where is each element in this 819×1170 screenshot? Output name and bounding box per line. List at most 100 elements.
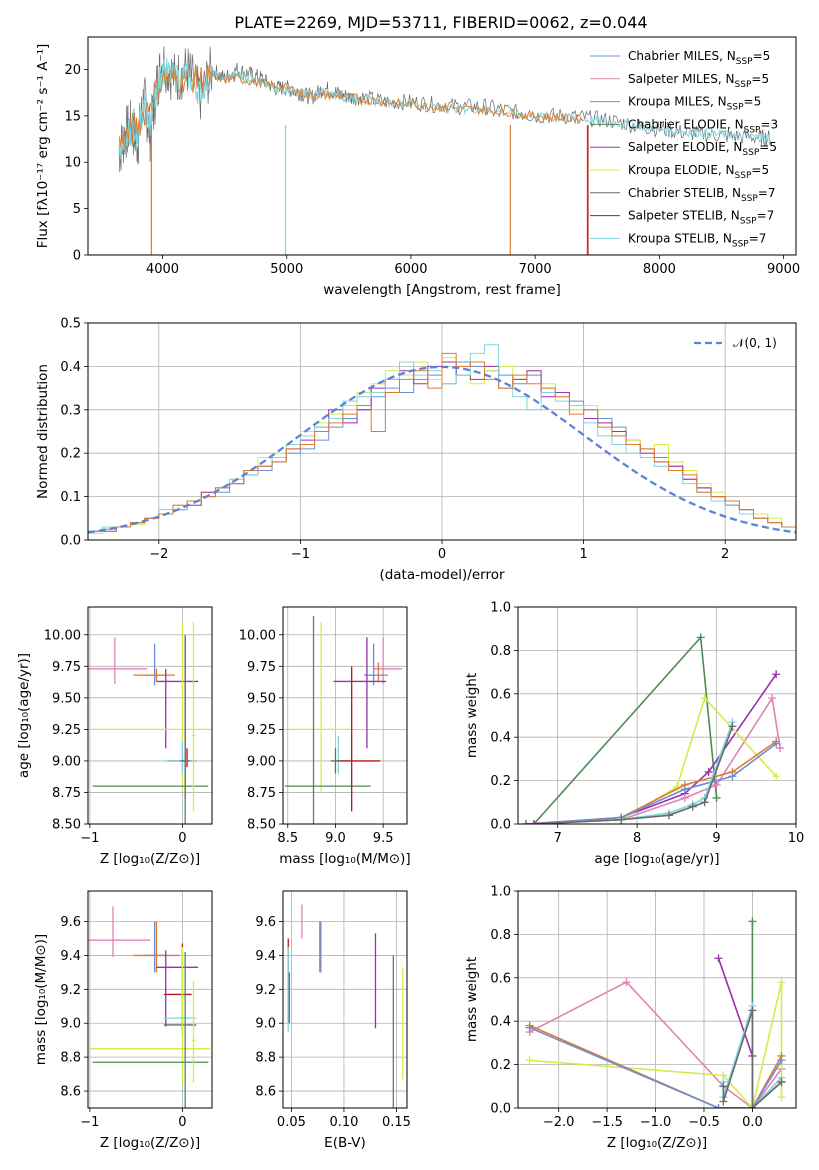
x-axis-label: E(B-V) — [324, 1135, 366, 1151]
legend-label-tail: =5 — [744, 95, 762, 109]
x-tick-label: −2.0 — [543, 1115, 575, 1130]
y-tick-label: 0.0 — [490, 1102, 511, 1117]
legend-label: Salpeter STELIB, NSSP=7 — [628, 209, 774, 227]
weight-marker — [714, 954, 723, 963]
y-tick-label: 8.6 — [255, 1085, 276, 1100]
y-tick-label: 10 — [64, 156, 81, 171]
weight-marker — [777, 1056, 786, 1065]
legend-label-sub: SSP — [735, 171, 752, 181]
weight-marker — [714, 1104, 723, 1108]
x-axis-label: Z [log₁₀(Z/Z⊙)] — [100, 1135, 200, 1151]
plot-area — [525, 917, 786, 1108]
axes-frame — [517, 890, 797, 1109]
plot-area — [284, 615, 403, 824]
y-tick-label: 9.0 — [255, 1017, 276, 1032]
y-tick-label: 0.4 — [490, 1015, 511, 1030]
y-tick-label: 9.25 — [52, 723, 81, 738]
y-tick-label: 10.00 — [44, 628, 81, 643]
y-tick-label: 0.6 — [490, 687, 511, 702]
y-tick-label: 10.00 — [239, 628, 276, 643]
weight-marker — [521, 820, 530, 824]
legend-label-text: Salpeter ELODIE, N — [628, 140, 742, 154]
legend-label-tail: =5 — [751, 72, 769, 86]
weight-marker — [712, 793, 721, 802]
plot-area — [287, 904, 404, 1108]
y-tick-label: 0.1 — [60, 490, 81, 505]
legend-label-sub: SSP — [727, 103, 744, 113]
legend-label-tail: =7 — [757, 209, 775, 223]
weight-marker — [719, 1097, 728, 1106]
y-tick-label: 8.75 — [247, 786, 276, 801]
y-tick-label: 15 — [64, 109, 81, 124]
y-tick-label: 0.5 — [60, 317, 81, 332]
x-axis-label: Z [log₁₀(Z/Z⊙)] — [100, 851, 200, 867]
weight-marker — [688, 802, 697, 811]
y-tick-label: 9.75 — [52, 660, 81, 675]
x-axis-label: wavelength [Angstrom, rest frame] — [323, 282, 561, 298]
weight-marker — [700, 798, 709, 807]
y-tick-label: 9.6 — [255, 915, 276, 930]
legend-label-text: Salpeter MILES, N — [628, 72, 735, 86]
weight-marker — [748, 1006, 757, 1015]
legend-label-sub: SSP — [744, 125, 761, 135]
weight-marker — [617, 815, 626, 824]
x-tick-label: 6000 — [394, 262, 427, 277]
legend-label-sub: SSP — [740, 217, 757, 227]
weight-marker — [772, 739, 781, 748]
legend-label-text: Kroupa MILES, N — [628, 95, 727, 109]
weight-marker — [776, 744, 785, 753]
y-axis-label: mass weight — [464, 673, 480, 758]
legend-label-tail: =5 — [759, 140, 777, 154]
legend-label: Chabrier ELODIE, NSSP=3 — [628, 117, 778, 135]
axes-frame — [87, 322, 797, 541]
y-tick-label: 8.75 — [52, 786, 81, 801]
x-tick-label: −0.5 — [688, 1115, 720, 1130]
y-tick-label: 9.50 — [52, 691, 81, 706]
weight-marker — [696, 633, 705, 642]
normal-curve — [88, 365, 796, 534]
legend-label: Chabrier MILES, NSSP=5 — [628, 49, 770, 67]
y-tick-label: 0.2 — [60, 447, 81, 462]
y-tick-label: 9.75 — [247, 660, 276, 675]
y-tick-label: 0.2 — [490, 774, 511, 789]
y-tick-label: 8.50 — [52, 818, 81, 833]
legend-label: Kroupa STELIB, NSSP=7 — [628, 231, 766, 249]
x-tick-label: −2 — [149, 547, 168, 562]
axes-frame — [282, 606, 408, 825]
y-tick-label: 20 — [64, 63, 81, 78]
legend-label-text: Chabrier STELIB, N — [628, 186, 741, 200]
x-tick-label: 9.0 — [325, 831, 346, 846]
x-tick-label: 9 — [712, 831, 720, 846]
y-tick-label: 9.2 — [255, 983, 276, 998]
y-tick-label: 0.8 — [490, 644, 511, 659]
y-tick-label: 9.4 — [60, 949, 81, 964]
weight-marker — [719, 1082, 728, 1091]
x-tick-label: 9.5 — [373, 831, 394, 846]
y-tick-label: 1.0 — [490, 601, 511, 616]
spectrum-line — [118, 63, 584, 149]
weight-marker — [777, 1077, 786, 1086]
y-tick-label: 1.0 — [490, 885, 511, 900]
x-axis-label: (data-model)/error — [379, 567, 505, 583]
weight-marker — [525, 1023, 534, 1032]
y-axis-label: Flux [fλ10⁻¹⁷ erg cm⁻² s⁻¹ A⁻¹] — [35, 44, 51, 249]
legend-label: 𝒩(0, 1) — [733, 336, 777, 350]
legend-label: Chabrier STELIB, NSSP=7 — [628, 186, 776, 204]
axes-frame — [87, 606, 213, 825]
y-tick-label: 0.4 — [490, 731, 511, 746]
y-tick-label: 0.6 — [490, 971, 511, 986]
x-tick-label: −1 — [291, 547, 310, 562]
x-tick-label: 0.15 — [382, 1115, 411, 1130]
y-tick-label: 0.4 — [60, 360, 81, 375]
legend-label: Salpeter MILES, NSSP=5 — [628, 72, 769, 90]
weight-line — [529, 981, 783, 1108]
weight-marker — [680, 793, 689, 802]
x-tick-label: 8000 — [643, 262, 676, 277]
legend-label-text: Kroupa STELIB, N — [628, 231, 732, 245]
legend-label-tail: =5 — [753, 49, 771, 63]
x-tick-label: 0.05 — [277, 1115, 306, 1130]
weight-line — [529, 1024, 783, 1108]
legend-label: Salpeter ELODIE, NSSP=5 — [628, 140, 777, 158]
weight-line — [533, 695, 781, 824]
y-tick-label: 9.25 — [247, 723, 276, 738]
